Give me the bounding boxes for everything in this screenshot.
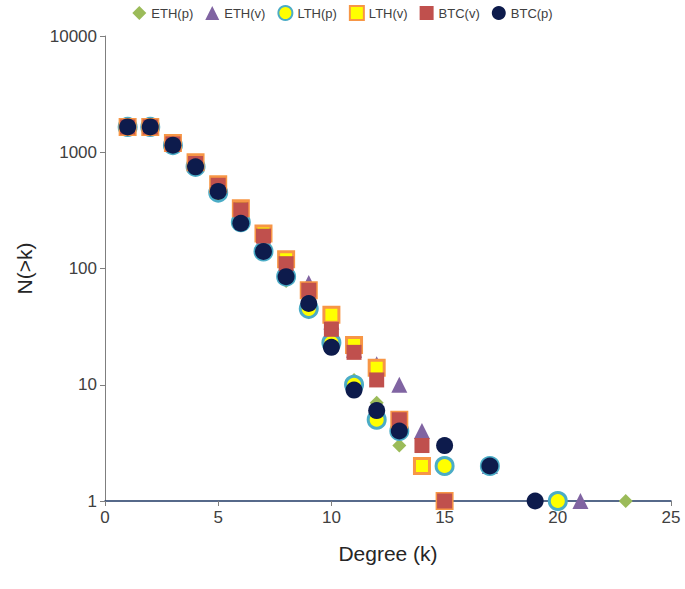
svg-text:BTC(p): BTC(p) (511, 6, 553, 21)
svg-text:10000: 10000 (50, 27, 97, 46)
svg-text:1000: 1000 (59, 143, 97, 162)
svg-text:100: 100 (69, 259, 97, 278)
svg-text:5: 5 (213, 508, 222, 527)
svg-text:20: 20 (548, 508, 568, 527)
svg-text:ETH(v): ETH(v) (224, 6, 265, 21)
svg-text:1: 1 (88, 492, 97, 511)
svg-text:ETH(p): ETH(p) (151, 6, 193, 21)
svg-text:Degree (k): Degree (k) (338, 542, 437, 565)
svg-text:LTH(p): LTH(p) (297, 6, 336, 21)
svg-text:N(>k): N(>k) (13, 243, 36, 295)
svg-text:25: 25 (662, 508, 681, 527)
svg-text:BTC(v): BTC(v) (439, 6, 480, 21)
svg-text:0: 0 (100, 508, 109, 527)
svg-text:10: 10 (322, 508, 341, 527)
svg-text:LTH(v): LTH(v) (369, 6, 408, 21)
svg-text:15: 15 (435, 508, 454, 527)
svg-text:10: 10 (78, 375, 97, 394)
